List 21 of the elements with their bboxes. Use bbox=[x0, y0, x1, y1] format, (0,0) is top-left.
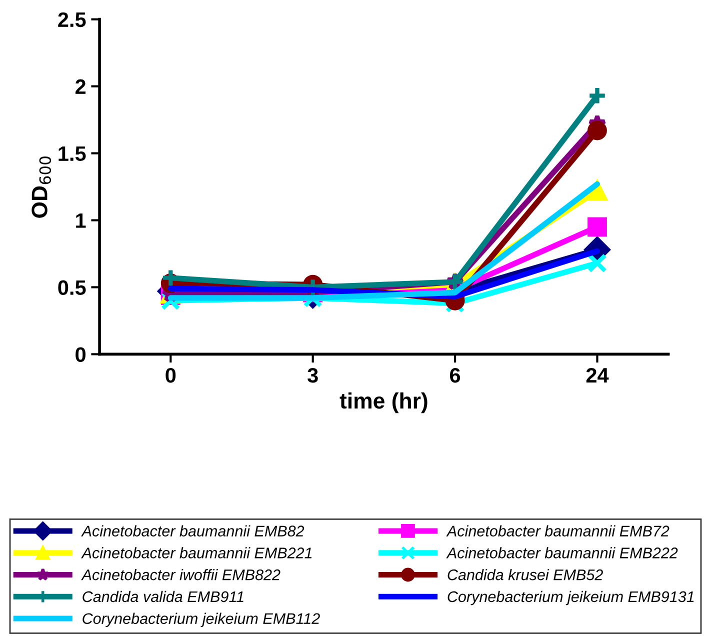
legend-label: Acinetobacter baumannii EMB221 bbox=[81, 547, 312, 558]
legend-label: Acinetobacter baumannii EMB82 bbox=[81, 525, 304, 536]
legend-label: Acinetobacter baumannii EMB72 bbox=[446, 525, 670, 536]
y-axis-title: OD$_{600}$ bbox=[32, 156, 52, 218]
legend-label: Candida valida EMB911 bbox=[82, 590, 244, 602]
x-axis-title: time (hr) bbox=[340, 392, 428, 414]
x-tick-label: 3 bbox=[308, 368, 318, 383]
y-tick-label: 1.5 bbox=[58, 146, 86, 162]
legend-label: Candida krusei EMB52 bbox=[448, 569, 603, 580]
y-tick-label: 0.5 bbox=[58, 280, 86, 295]
x-tick-label: 6 bbox=[450, 368, 460, 383]
x-tick-label: 0 bbox=[166, 368, 176, 383]
legend-label: Corynebacterium jeikeium EMB9131 bbox=[448, 590, 694, 606]
y-tick-label: 2 bbox=[75, 79, 86, 94]
y-tick-label: 2.5 bbox=[58, 12, 86, 28]
legend-label: Acinetobacter iwoffii EMB822 bbox=[81, 569, 280, 580]
y-tick-label: 0 bbox=[76, 347, 86, 362]
legend-label: Acinetobacter baumannii EMB222 bbox=[446, 547, 678, 558]
x-tick-label: 24 bbox=[586, 368, 609, 382]
y-tick-label: 1 bbox=[76, 213, 86, 228]
legend-label: Corynebacterium jeikeium EMB112 bbox=[82, 612, 320, 628]
